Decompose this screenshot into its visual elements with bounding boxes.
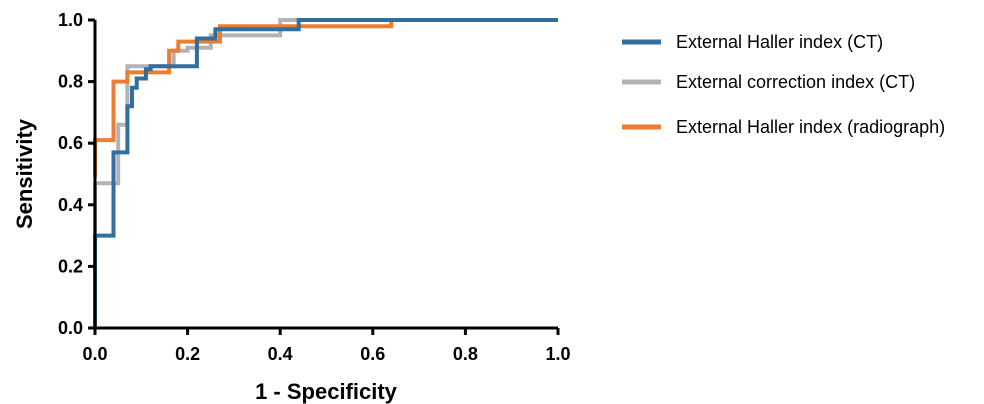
legend-label-1: External Haller index (CT) xyxy=(676,32,883,52)
x-tick-label: 0.8 xyxy=(453,344,478,364)
y-tick-label: 0.6 xyxy=(58,133,83,153)
legend-label-3: External Haller index (radiograph) xyxy=(676,117,945,137)
y-tick-label: 0.4 xyxy=(58,195,83,215)
legend: External Haller index (CT) External corre… xyxy=(622,32,945,137)
x-tick-label: 0.0 xyxy=(82,344,107,364)
series-layer xyxy=(93,18,558,328)
x-axis-title: 1 - Specificity xyxy=(255,379,398,404)
x-tick-label: 0.4 xyxy=(268,344,293,364)
y-axis-title: Sensitivity xyxy=(12,118,37,229)
axes-layer xyxy=(93,20,558,330)
y-tick-label: 1.0 xyxy=(58,10,83,30)
x-tick-label: 1.0 xyxy=(545,344,570,364)
ticks-layer: 0.0 0.2 0.4 0.6 0.8 1.0 0.0 0.2 0.4 0.6 0.8 1.0 xyxy=(58,10,571,364)
y-tick-label: 0.2 xyxy=(58,256,83,276)
y-tick-label: 0.0 xyxy=(58,318,83,338)
series-line-1 xyxy=(93,18,558,328)
series-line-3 xyxy=(93,18,558,178)
series-line-2 xyxy=(93,18,558,233)
y-tick-label: 0.8 xyxy=(58,72,83,92)
x-tick-label: 0.2 xyxy=(175,344,200,364)
x-tick-label: 0.6 xyxy=(360,344,385,364)
legend-label-2: External correction index (CT) xyxy=(676,72,915,92)
